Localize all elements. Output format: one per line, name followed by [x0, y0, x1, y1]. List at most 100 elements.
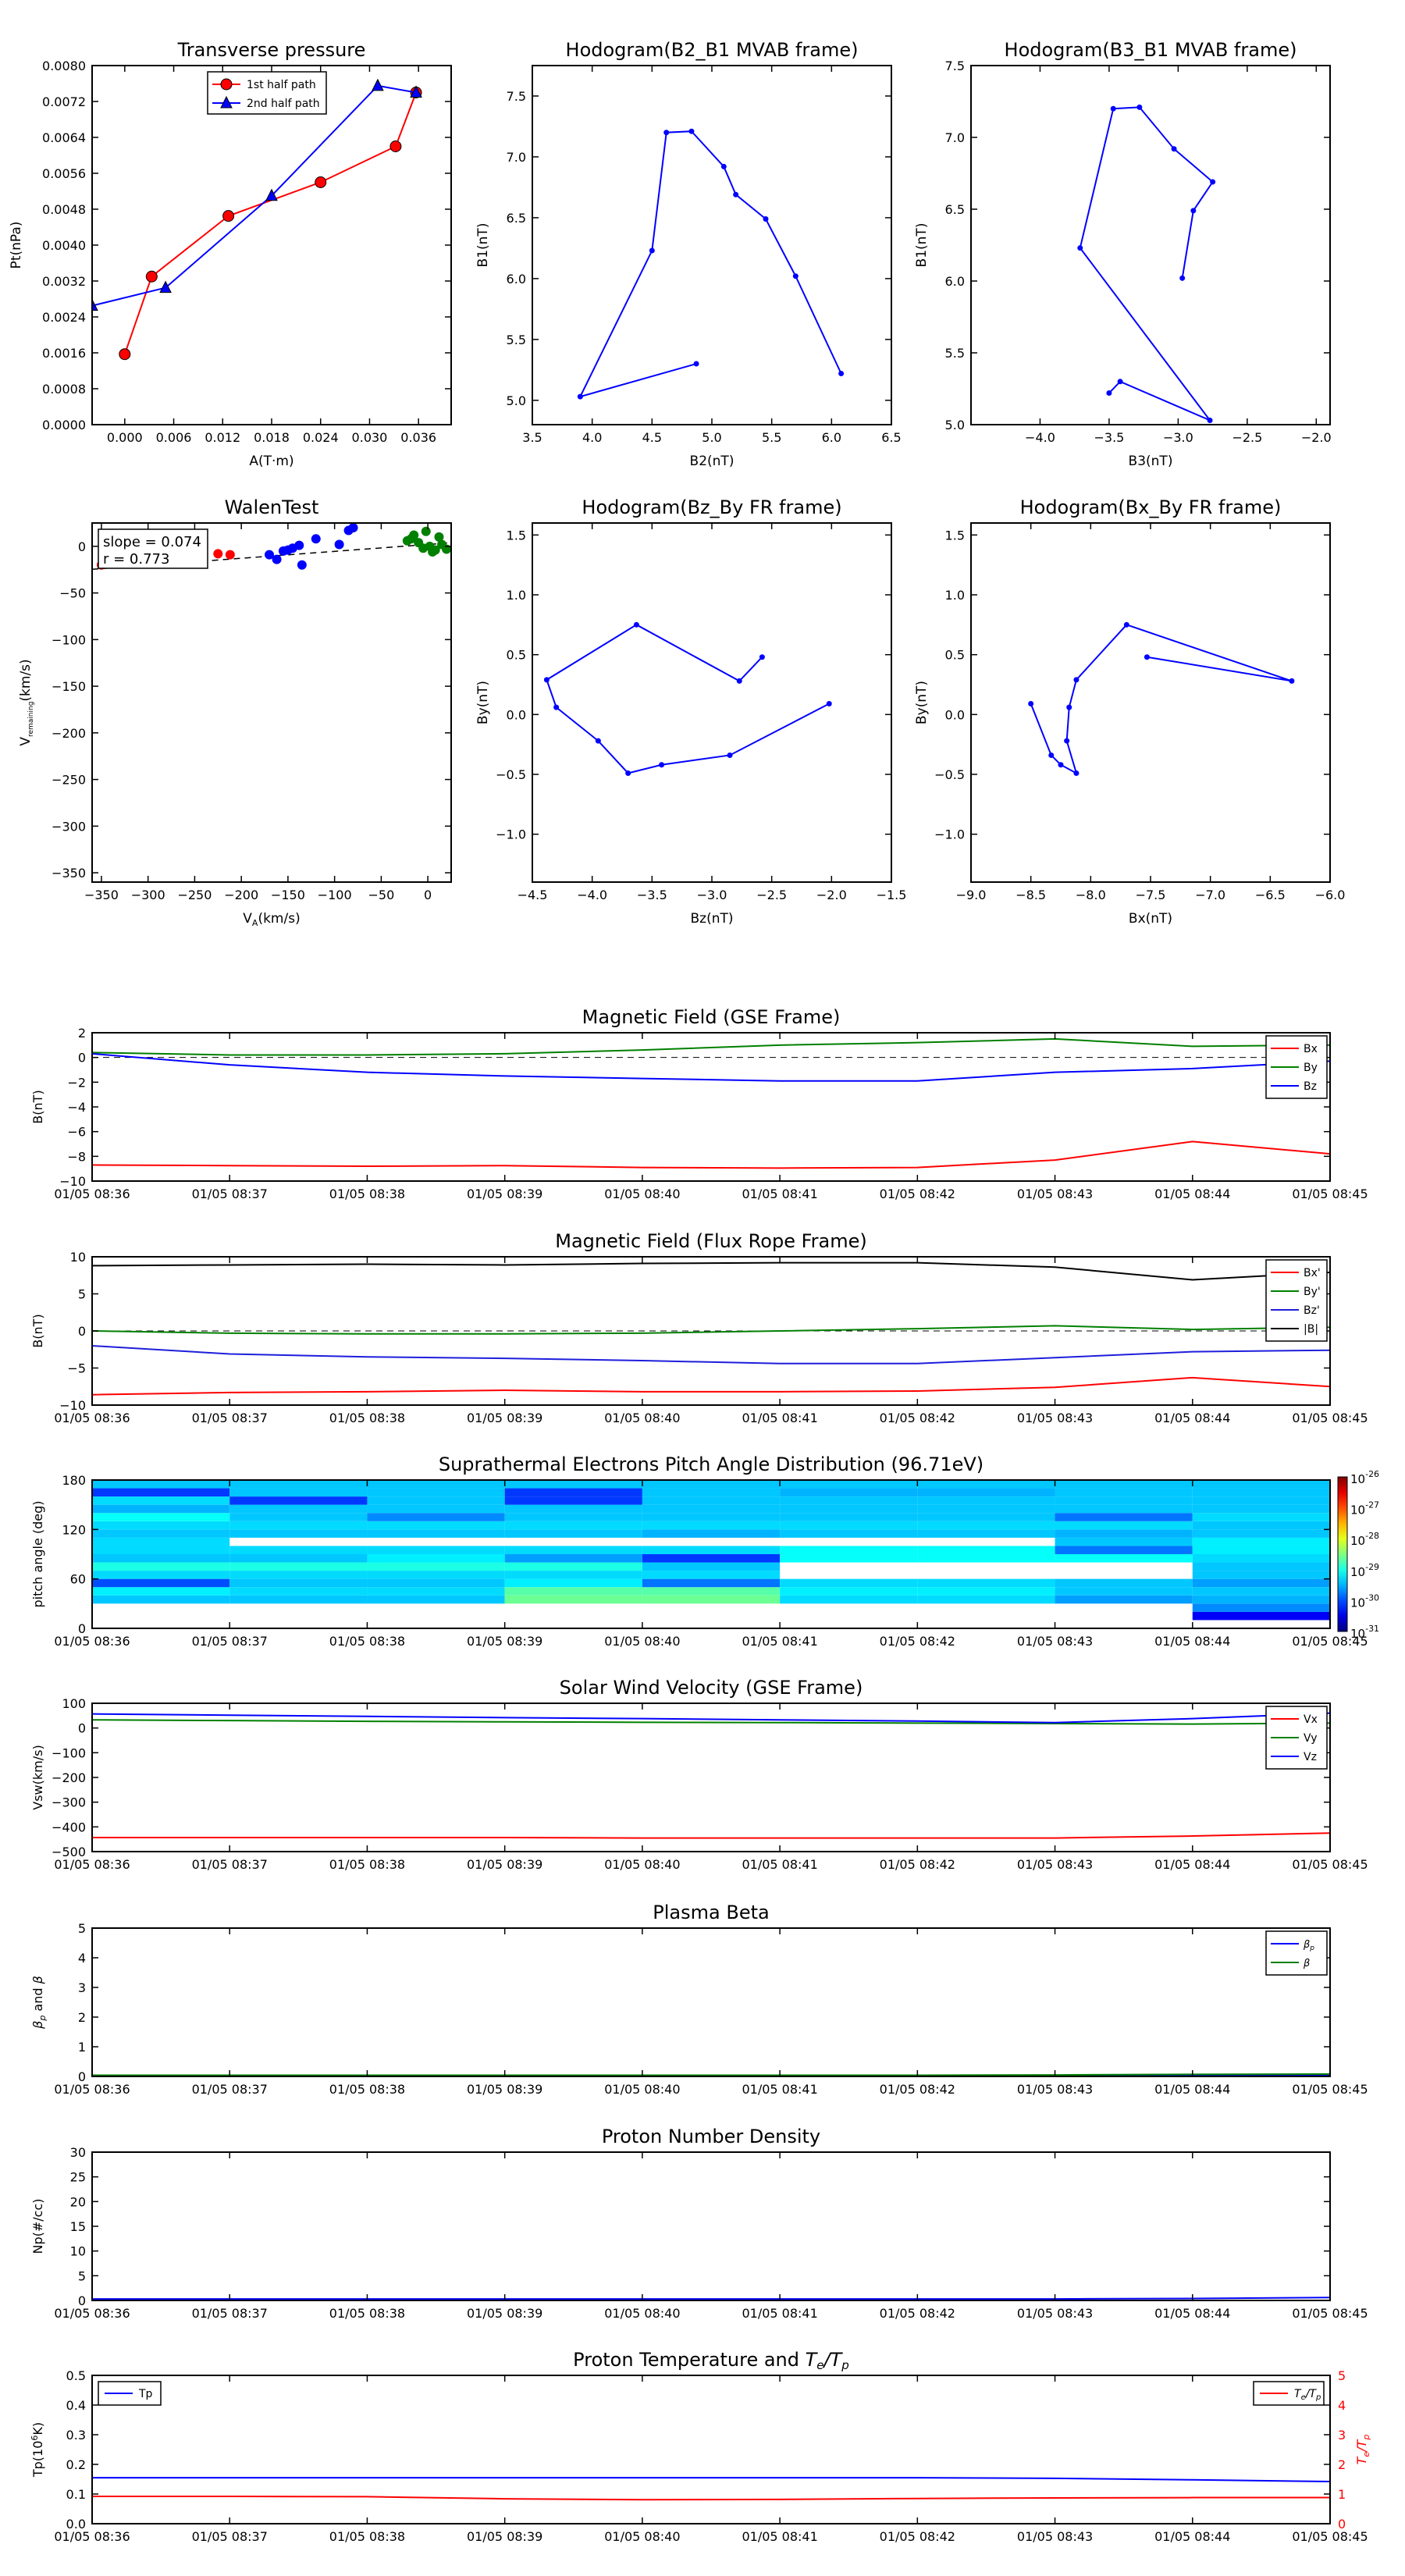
heatmap-cell — [92, 1504, 230, 1514]
heatmap-cell — [92, 1578, 230, 1588]
y-tick-label: 0 — [78, 1721, 86, 1736]
heatmap-cell — [1055, 1480, 1193, 1489]
stats-slope: slope = 0.074 — [103, 534, 201, 550]
x-tick-label: 01/05 08:41 — [742, 2306, 817, 2321]
series-line — [92, 2496, 1330, 2501]
chart-beta: Plasma Beta 01/05 08:36 01/05 08:37 01/05 0… — [30, 1902, 1368, 2097]
x-tick-label: 0.006 — [156, 430, 192, 445]
data-point — [838, 371, 845, 377]
x-tick-label: 01/05 08:45 — [1292, 2529, 1368, 2544]
x-tick-label: 01/05 08:38 — [329, 1634, 405, 1649]
x-tick-label: 0 — [424, 888, 432, 902]
x-tick-label: −6.5 — [1255, 888, 1286, 902]
x-tick-label: 3.5 — [522, 430, 542, 445]
y-tick-label: 0.0024 — [42, 310, 86, 325]
heatmap-cell — [1055, 1488, 1193, 1497]
y-tick-label: 0 — [78, 1051, 86, 1066]
x-tick-label: −2.5 — [1232, 430, 1262, 445]
heatmap-cell — [229, 1587, 368, 1596]
data-point — [220, 95, 233, 109]
heatmap-cell — [367, 1521, 505, 1530]
x-tick-label: 01/05 08:44 — [1154, 2082, 1230, 2097]
heatmap-cell — [917, 1595, 1055, 1604]
heatmap-cell — [504, 1504, 642, 1514]
heatmap-cell — [642, 1595, 781, 1604]
y-tick-label: −500 — [52, 1845, 86, 1859]
heatmap-cell — [1055, 1546, 1193, 1554]
data-point — [759, 654, 765, 660]
x-tick-label: −4.5 — [518, 888, 548, 902]
legend-label: Bz — [1304, 1080, 1317, 1093]
x-tick-label: 01/05 08:45 — [1292, 1634, 1368, 1649]
y-tick-label: 120 — [62, 1522, 86, 1537]
y2-tick-label: 0 — [1338, 2517, 1346, 2532]
heatmap-cell — [229, 1521, 368, 1530]
x-tick-label: 4.5 — [642, 430, 662, 445]
heatmap-cell — [642, 1529, 781, 1538]
x-tick-label: −3.0 — [697, 888, 727, 902]
x-tick-label: −300 — [131, 888, 165, 902]
data-point — [1064, 738, 1070, 744]
data-point — [348, 523, 358, 532]
x-tick-label: 01/05 08:38 — [329, 1187, 405, 1201]
heatmap-cell — [504, 1513, 642, 1521]
x-tick-label: −50 — [368, 888, 395, 902]
plot-area — [92, 78, 422, 361]
data-point — [633, 621, 639, 628]
y-tick-label: 2 — [78, 2010, 86, 2025]
heatmap-cell — [642, 1496, 781, 1505]
x-tick-label: 01/05 08:40 — [604, 1857, 680, 1872]
stats-r: r = 0.773 — [103, 551, 169, 568]
heatmap-cell — [1192, 1578, 1330, 1588]
x-tick-label: 01/05 08:38 — [329, 2529, 405, 2544]
heatmap-cell — [1055, 1504, 1193, 1514]
y-tick-label: 7.5 — [507, 89, 526, 104]
heatmap-cell — [504, 1595, 642, 1604]
y-tick-label: −10 — [59, 1398, 86, 1413]
x-axis-label: B3(nT) — [1129, 454, 1173, 469]
data-point — [1073, 770, 1080, 776]
y-tick-label: 0 — [78, 1621, 86, 1636]
plot-frame — [91, 1479, 1331, 1629]
plot-area — [1077, 104, 1216, 423]
x-tick-label: 01/05 08:42 — [880, 1857, 955, 1872]
y-tick-label: 0.0032 — [42, 274, 86, 289]
series-line — [91, 1052, 1331, 1082]
series-line — [91, 1140, 1331, 1169]
heatmap-cell — [92, 1554, 230, 1563]
y-tick-label: 100 — [62, 1696, 86, 1711]
heatmap-cell — [1055, 1578, 1193, 1588]
y-axis-label: Pt(nPa) — [9, 222, 24, 269]
heatmap-cell — [1192, 1562, 1330, 1571]
x-tick-label: 01/05 08:43 — [1017, 2082, 1093, 2097]
x-tick-label: 01/05 08:40 — [604, 1187, 680, 1201]
heatmap-cell — [642, 1578, 781, 1588]
heatmap-cell — [1192, 1587, 1330, 1596]
data-point — [1171, 146, 1177, 152]
x-tick-label: 01/05 08:40 — [604, 2529, 680, 2544]
y-tick-label: 5.0 — [507, 393, 526, 408]
chart-title: Hodogram(Bz_By FR frame) — [582, 496, 841, 518]
heatmap-cell — [780, 1480, 918, 1489]
heatmap-cell — [780, 1587, 918, 1596]
legend-label: Bx — [1304, 1043, 1318, 1055]
data-point — [389, 141, 402, 152]
y-tick-label: −400 — [52, 1820, 86, 1834]
heatmap-cell — [229, 1562, 368, 1571]
legend-label: By' — [1304, 1286, 1321, 1298]
plot-frame — [91, 522, 452, 883]
y-tick-label: 1.5 — [945, 528, 965, 543]
data-point — [826, 701, 832, 707]
heatmap-cell — [1192, 1521, 1330, 1530]
y-tick-label: 0.0072 — [42, 94, 86, 109]
chart-vsw: Solar Wind Velocity (GSE Frame) 01/05 08:… — [30, 1677, 1368, 1872]
y-tick-label: 1.0 — [507, 588, 526, 603]
y-tick-label: 0 — [78, 2069, 86, 2084]
x-tick-label: 01/05 08:40 — [604, 2306, 680, 2321]
heatmap-cell — [642, 1571, 781, 1579]
heatmap-cell — [917, 1504, 1055, 1514]
y-tick-label: 10 — [70, 2244, 86, 2259]
x-tick-label: 01/05 08:43 — [1017, 1187, 1093, 1201]
x-tick-label: 01/05 08:42 — [880, 2082, 955, 2097]
heatmap-cell — [504, 1546, 642, 1554]
